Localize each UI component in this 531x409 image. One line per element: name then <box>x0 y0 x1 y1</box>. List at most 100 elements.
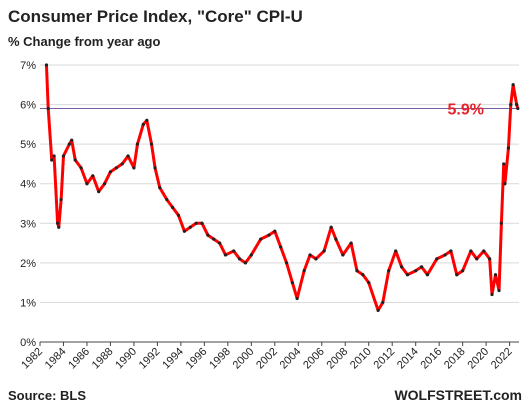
data-point <box>497 288 501 293</box>
data-point <box>475 257 479 261</box>
data-point <box>349 241 353 245</box>
data-point <box>57 225 61 229</box>
x-tick-label: 2022 <box>489 346 515 372</box>
data-point <box>135 142 140 146</box>
data-point <box>85 182 89 186</box>
data-point <box>149 142 154 146</box>
data-point <box>165 197 169 202</box>
y-tick-label: 7% <box>20 60 36 72</box>
data-point <box>267 233 271 237</box>
data-point <box>435 257 439 261</box>
data-point <box>405 273 410 277</box>
data-point <box>461 269 465 273</box>
data-point <box>67 142 71 146</box>
data-point <box>44 63 49 67</box>
data-point <box>171 205 175 210</box>
x-tick-label: 1994 <box>160 346 186 372</box>
x-tick-label: 1988 <box>90 346 116 372</box>
data-point <box>273 229 277 233</box>
data-point <box>114 166 118 170</box>
data-point <box>52 154 56 158</box>
data-point <box>394 249 398 253</box>
data-point <box>308 253 312 257</box>
x-tick-label: 2014 <box>395 346 421 372</box>
data-point <box>361 273 365 277</box>
data-point <box>302 269 306 273</box>
chart-title: Consumer Price Index, "Core" CPI-U <box>8 7 303 26</box>
data-point <box>182 229 187 233</box>
chart-subtitle: % Change from year ago <box>8 34 160 49</box>
data-point <box>91 174 95 178</box>
data-point <box>367 281 371 285</box>
data-point <box>387 269 391 273</box>
y-tick-label: 5% <box>20 139 36 151</box>
data-point <box>176 213 181 217</box>
data-point <box>194 221 198 225</box>
data-point <box>249 253 253 257</box>
data-point <box>341 253 345 257</box>
x-tick-label: 2002 <box>254 346 280 372</box>
data-point <box>503 182 507 186</box>
data-point <box>443 253 447 257</box>
data-point <box>56 221 60 225</box>
x-tick-label: 1986 <box>66 346 92 372</box>
data-point <box>509 102 513 107</box>
y-tick-label: 6% <box>20 100 36 112</box>
data-point <box>153 166 157 170</box>
data-point <box>355 269 359 273</box>
data-point <box>223 253 228 257</box>
x-tick-label: 1996 <box>184 346 210 372</box>
x-tick-label: 2012 <box>372 346 398 372</box>
data-point <box>493 273 498 277</box>
x-tick-label: 1990 <box>113 346 139 372</box>
data-point <box>97 190 101 194</box>
data-point <box>499 221 503 225</box>
data-point <box>145 118 149 122</box>
x-tick-label: 2016 <box>418 346 444 372</box>
data-point <box>425 273 430 277</box>
x-tick-label: 1984 <box>43 346 69 372</box>
data-point <box>314 257 318 261</box>
y-tick-label: 3% <box>20 218 36 230</box>
reference-label: 5.9% <box>448 102 484 119</box>
data-point <box>108 170 113 174</box>
data-point <box>232 249 236 253</box>
watermark: WOLFSTREET.com <box>394 387 522 403</box>
data-point <box>376 308 380 312</box>
data-point <box>279 245 283 249</box>
x-tick-label: 2000 <box>231 346 257 372</box>
source: Source: BLS <box>8 388 86 403</box>
data-point <box>61 154 66 158</box>
x-tick-label: 2006 <box>301 346 327 372</box>
y-tick-label: 2% <box>20 258 36 270</box>
data-point <box>73 158 77 162</box>
data-point <box>259 237 263 241</box>
data-point <box>290 281 295 285</box>
data-point <box>502 162 506 166</box>
data-point <box>515 102 519 107</box>
y-tick-label: 4% <box>20 179 36 191</box>
data-point <box>334 237 338 241</box>
data-point <box>490 292 494 297</box>
data-point <box>381 300 385 305</box>
x-tick-label: 2018 <box>442 346 468 372</box>
data-point <box>188 225 192 229</box>
x-tick-label: 1982 <box>19 346 45 372</box>
y-tick-label: 0% <box>20 337 36 349</box>
data-point <box>414 269 418 273</box>
x-tick-label: 2020 <box>465 346 491 372</box>
x-tick-label: 2004 <box>278 346 304 372</box>
data-point <box>120 162 124 166</box>
data-point <box>79 166 83 170</box>
data-point <box>59 197 63 202</box>
data-point <box>102 182 107 186</box>
data-point <box>132 166 136 170</box>
data-point <box>488 257 492 261</box>
data-point <box>218 241 222 245</box>
data-point <box>449 249 453 253</box>
data-point <box>243 261 248 265</box>
data-point <box>200 221 204 225</box>
data-point <box>212 237 216 241</box>
data-point <box>322 249 326 253</box>
data-point <box>158 186 162 190</box>
